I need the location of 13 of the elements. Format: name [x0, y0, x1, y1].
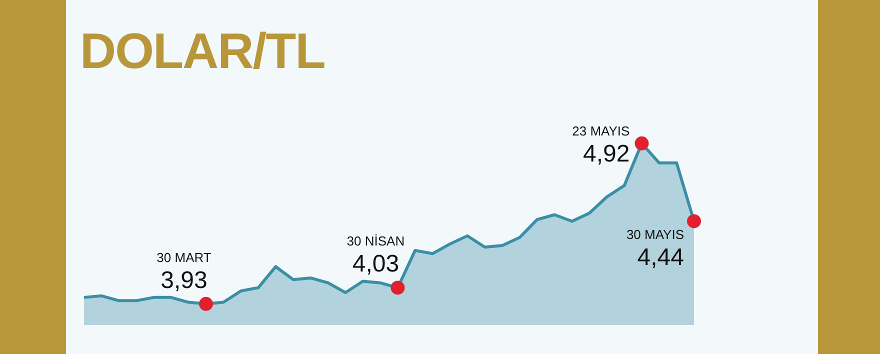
data-label: 4,92 [582, 140, 630, 168]
data-label: 3,93 [160, 266, 208, 294]
point [199, 296, 213, 311]
annotation: 30 MAYIS [626, 227, 684, 242]
point [390, 280, 405, 295]
chart-title: DOLAR/TL [80, 23, 325, 79]
data-label: 4,03 [352, 250, 400, 278]
text: 23 MAYIS [572, 123, 630, 138]
annotation: 30 NİSAN [346, 234, 405, 249]
point [687, 214, 701, 228]
data-label: 4,44 [637, 244, 684, 272]
annotation: 30 MART [156, 250, 212, 265]
point [634, 136, 649, 150]
